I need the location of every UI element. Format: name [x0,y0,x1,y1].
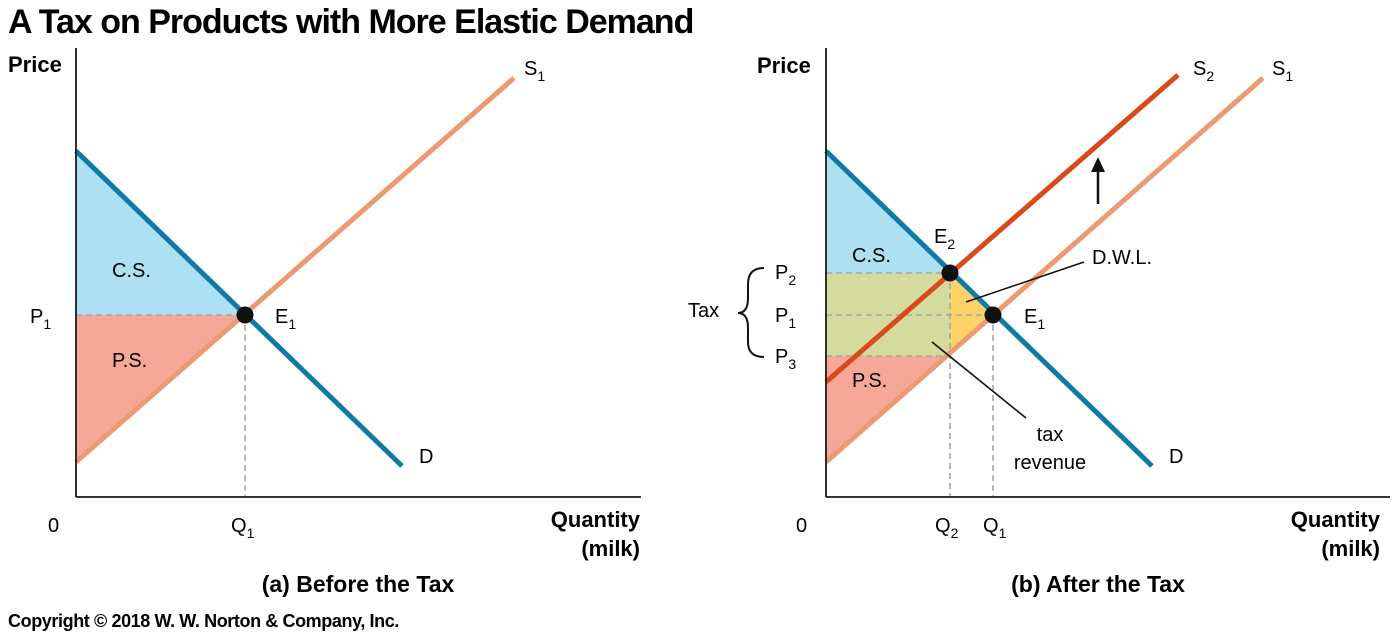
d-label-b: D [1169,446,1183,468]
x-axis-label-b: Quantity [1291,507,1381,532]
p3-tick-label-b: P3 [775,346,796,372]
p2-tick-label-b: P2 [775,262,796,288]
x-axis-label2-a: (milk) [581,536,640,561]
q1-tick-label-a: Q1 [231,515,255,541]
equilibrium-point-e2-b [941,264,959,282]
s2-label-b: S2 [1193,58,1214,84]
tax-bracket-label: Tax [688,300,719,322]
p1-tick-label-a: P1 [30,306,51,332]
ps-label-a: P.S. [112,350,147,372]
up-arrow-icon [1091,157,1105,204]
x-axis-label2-b: (milk) [1321,536,1380,561]
q2-tick-label-b: Q2 [935,515,959,541]
supply-line-s2-b [824,73,1180,384]
s1-label-b: S1 [1272,58,1293,84]
dwl-label: D.W.L. [1092,247,1152,269]
tax-revenue-label-line1: tax [1037,424,1064,446]
panel-b: Tax Price Quantity (milk) 0 C.S. P.S. D.… [688,48,1390,597]
origin-label-b: 0 [796,515,807,537]
q1-tick-label-b: Q1 [983,515,1007,541]
dwl-pointer-line [965,261,1085,303]
e1-label-b: E1 [1024,306,1045,332]
tax-revenue-pointer-line [931,341,1027,419]
origin-label-a: 0 [48,515,59,537]
supply-line-s1-a [74,76,516,464]
caption-b: (b) After the Tax [1011,571,1185,597]
tax-revenue-label-line2: revenue [1014,452,1086,474]
e1-label-a: E1 [275,306,296,332]
cs-label-a: C.S. [112,260,151,282]
x-axis-label-a: Quantity [551,507,641,532]
ps-label-b: P.S. [852,370,887,392]
panel-a: Price Quantity (milk) 0 C.S. P.S. P1 Q1 … [8,48,641,597]
copyright-notice: Copyright © 2018 W. W. Norton & Company,… [8,611,399,631]
demand-line-a [74,149,404,468]
y-axis-label-a: Price [8,52,62,77]
d-label-a: D [419,446,433,468]
equilibrium-point-e1-b [984,306,1002,324]
s1-label-a: S1 [524,58,545,84]
y-axis-label-b: Price [757,53,811,78]
cs-label-b: C.S. [852,245,891,267]
figure-title: A Tax on Products with More Elastic Dema… [8,3,693,41]
p1-tick-label-b: P1 [775,305,796,331]
supply-line-s1-b [824,76,1265,464]
e2-label-b: E2 [934,226,955,252]
equilibrium-point-e1-a [236,306,254,324]
tax-brace [737,267,765,358]
caption-a: (a) Before the Tax [262,571,455,597]
